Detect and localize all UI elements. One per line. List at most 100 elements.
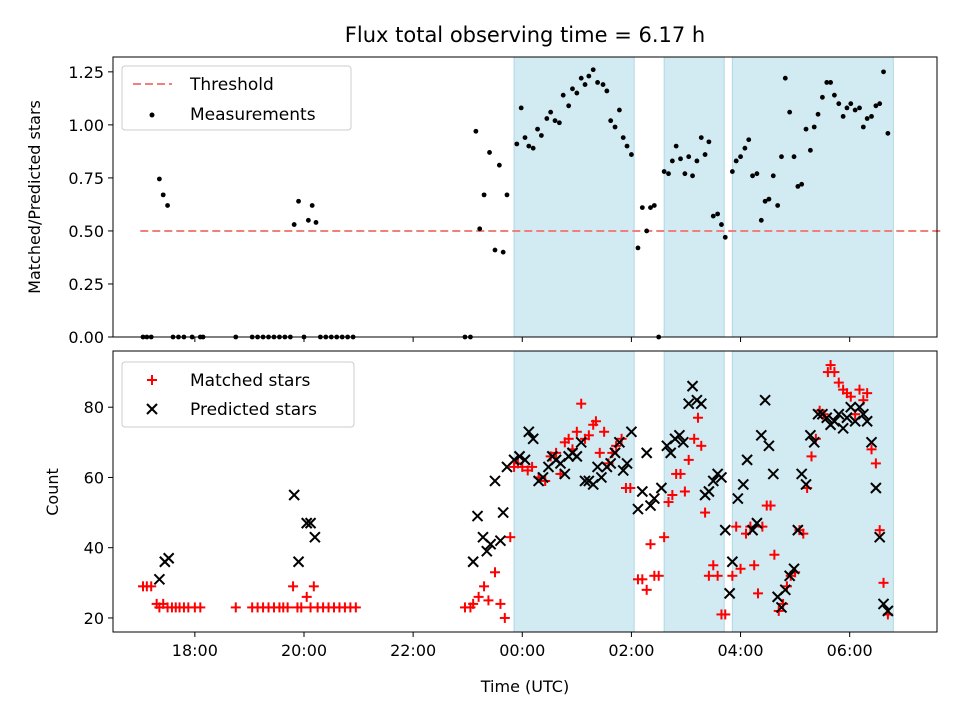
predicted-star-point — [741, 454, 753, 466]
measurement-point — [852, 107, 858, 113]
measurement-point — [624, 143, 630, 149]
measurement-point — [666, 171, 671, 177]
measurement-point — [604, 88, 610, 94]
top-shaded-interval-2 — [731, 56, 894, 338]
predicted-star-point — [648, 492, 661, 505]
predicted-star-point — [695, 397, 707, 410]
predicted-star-point — [162, 552, 175, 564]
measurement-point — [313, 220, 319, 225]
measurement-point — [828, 80, 833, 85]
measurement-point — [750, 173, 755, 179]
matched-star-point — [720, 609, 731, 620]
measurement-point — [840, 113, 846, 119]
predicted-star-point — [715, 471, 728, 484]
matched-star-point — [495, 598, 506, 609]
measurement-point — [522, 135, 528, 141]
top-y-tick-label: 0.25 — [68, 275, 104, 294]
measurement-point — [644, 228, 650, 234]
measurement-point — [156, 176, 162, 182]
matched-star-point — [641, 584, 652, 595]
matched-star-point — [753, 588, 764, 599]
predicted-star-point — [737, 478, 749, 491]
predicted-star-point — [591, 461, 604, 473]
measurement-point — [682, 171, 688, 177]
predicted-star-point — [673, 429, 686, 442]
matched-star-point — [296, 602, 307, 613]
measurement-point — [864, 116, 870, 121]
predicted-star-point — [494, 534, 507, 547]
predicted-star-point — [788, 563, 800, 575]
predicted-star-point — [471, 510, 484, 522]
predicted-star-point — [707, 475, 719, 487]
matched-star-point — [195, 602, 206, 613]
predicted-star-point — [877, 598, 890, 610]
predicted-star-point — [621, 457, 633, 470]
measurement-point — [873, 103, 879, 109]
bottom-shaded-interval-0 — [513, 350, 635, 633]
predicted-star-point — [655, 482, 668, 494]
legend-threshold-label: Threshold — [189, 75, 274, 95]
predicted-star-point — [775, 601, 788, 614]
matched-star-point — [659, 532, 670, 543]
matched-star-point — [769, 549, 780, 560]
predicted-star-point — [857, 408, 870, 420]
matched-star-point — [505, 532, 516, 543]
measurement-point — [815, 111, 821, 117]
predicted-star-point — [467, 556, 479, 568]
matched-star-point — [653, 570, 664, 581]
measurement-point — [844, 105, 850, 111]
measurement-point — [779, 154, 784, 160]
measurement-point — [710, 213, 716, 219]
predicted-star-point — [559, 468, 571, 480]
bottom-y-ticks: 20 40 60 80 — [84, 398, 113, 628]
predicted-star-point — [489, 475, 501, 487]
measurement-point — [758, 217, 764, 223]
predicted-star-point — [683, 397, 695, 410]
measurement-point — [548, 109, 554, 115]
predicted-star-point — [804, 429, 817, 442]
bottom-panel: 20 40 60 80 18:00 20:00 22:00 00:00 02:00 04:00 0… — [43, 350, 938, 696]
bottom-x-ticks: 18:00 20:00 22:00 00:00 02:00 04:00 06:00 — [172, 632, 873, 660]
measurement-point — [885, 130, 891, 136]
predicted-star-point — [732, 492, 744, 505]
matched-star-point — [727, 570, 738, 581]
predicted-star-point — [632, 503, 644, 515]
legend-matched-label: Matched stars — [190, 371, 310, 391]
predicted-star-point — [861, 415, 873, 427]
top-y-tick-label: 0.00 — [68, 328, 104, 347]
matched-star-point — [479, 581, 490, 592]
predicted-star-point — [527, 433, 539, 445]
measurement-point — [799, 181, 805, 187]
measurement-point — [296, 198, 301, 204]
measurement-point — [291, 222, 297, 227]
measurement-point — [869, 113, 874, 119]
matched-star-point — [708, 560, 719, 571]
measurement-point — [526, 143, 532, 149]
matched-star-point — [230, 602, 241, 613]
matched-star-point — [700, 507, 711, 518]
predicted-star-point — [792, 524, 804, 536]
predicted-star-point — [309, 531, 321, 543]
matched-star-point — [749, 560, 760, 571]
predicted-star-point — [723, 587, 736, 600]
measurement-point — [738, 154, 743, 160]
bottom-x-tick-label: 00:00 — [499, 641, 545, 660]
predicted-star-point — [288, 489, 300, 501]
matched-star-point — [689, 433, 700, 444]
measurement-point — [608, 118, 614, 124]
top-y-axis-label: Matched/Predicted stars — [25, 100, 44, 294]
top-y-ticks: 0.00 0.25 0.50 0.75 1.00 1.25 — [68, 63, 113, 347]
measurement-point — [694, 158, 700, 164]
matched-star-point — [854, 384, 865, 395]
measurement-point — [574, 90, 580, 96]
predicted-star-point — [812, 408, 824, 420]
matched-star-point — [590, 416, 601, 427]
measurement-point — [877, 101, 883, 107]
predicted-star-point — [845, 401, 857, 413]
matched-star-point — [829, 367, 840, 378]
matched-star-point — [878, 577, 889, 588]
measurement-point — [848, 101, 854, 107]
measurement-point — [481, 192, 487, 198]
measurement-point — [612, 124, 618, 130]
